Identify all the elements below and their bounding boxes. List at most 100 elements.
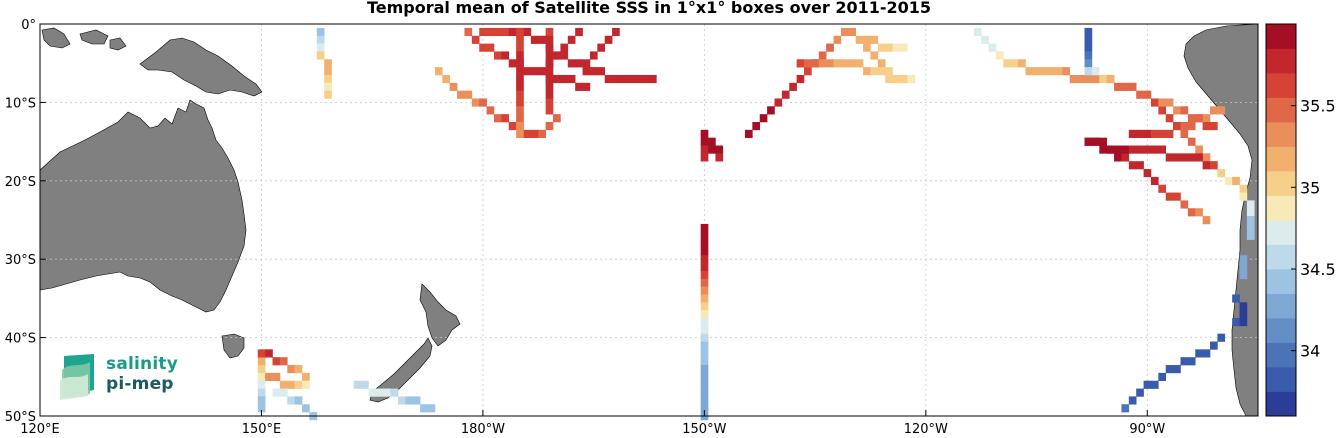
x-tick-label: 150°E (242, 422, 282, 437)
sss-cell (870, 35, 879, 44)
sss-cell (265, 349, 273, 358)
x-tick-label: 120°W (904, 422, 948, 437)
sss-cell (427, 404, 436, 413)
sss-cell (1084, 74, 1093, 84)
sss-cell (1239, 192, 1248, 201)
sss-cell (700, 372, 709, 382)
sss-cell (589, 51, 598, 60)
sss-cell (516, 67, 524, 76)
sss-cell (1136, 90, 1144, 99)
sss-cell (1210, 161, 1218, 170)
y-tick-label: 0° (21, 18, 36, 33)
x-tick-label: 180°W (461, 422, 505, 437)
sss-cell (1232, 176, 1240, 186)
sss-cell (804, 67, 812, 76)
sss-cell (855, 59, 864, 68)
sss-cell (279, 388, 288, 397)
sss-cell (383, 388, 391, 397)
sss-cell (361, 380, 369, 389)
colorbar-tick-label: 35 (1300, 178, 1320, 197)
sss-cell (523, 27, 532, 37)
sss-cell (899, 43, 908, 52)
sss-cell (545, 35, 554, 44)
sss-cell (398, 396, 406, 405)
sss-cell (272, 388, 281, 397)
sss-cell (1165, 98, 1174, 107)
sss-cell (1150, 98, 1159, 107)
sss-cell (1210, 106, 1218, 115)
sss-cell (471, 35, 480, 44)
sss-cell (471, 98, 480, 107)
sss-cell (575, 82, 583, 91)
sss-cell (479, 43, 487, 52)
sss-cell (545, 59, 554, 68)
sss-cell (700, 357, 709, 366)
sss-cell (1158, 372, 1167, 382)
colorbar-segment (1266, 146, 1296, 172)
sss-cell (1217, 106, 1226, 115)
logo-line2: pi-mep (106, 374, 174, 394)
sss-cell (560, 74, 569, 84)
sss-cell (1143, 90, 1152, 99)
colorbar-tick-label: 34 (1300, 342, 1320, 361)
sss-cell (1091, 67, 1100, 76)
sss-cell (848, 27, 856, 37)
sss-cell (700, 294, 709, 303)
sss-cell (700, 341, 709, 350)
sss-cell (604, 74, 613, 84)
y-tick-label: 40°S (5, 332, 36, 347)
sss-cell (567, 59, 576, 68)
sss-cell (870, 67, 879, 76)
sss-cell (1150, 129, 1159, 138)
sss-cell (1069, 74, 1078, 84)
sss-cell (316, 35, 325, 44)
sss-cell (700, 278, 709, 287)
salinity-pi-mep-logo: salinity pi-mep (60, 350, 190, 402)
sss-cell (538, 67, 546, 76)
sss-cell (700, 231, 709, 240)
sss-cell (833, 35, 842, 44)
sss-cell (1121, 145, 1130, 154)
sss-cell (279, 380, 288, 389)
sss-cell (486, 27, 495, 37)
sss-cell (324, 59, 332, 68)
sss-cell (516, 27, 524, 37)
sss-cell (1239, 302, 1248, 311)
sss-cell (877, 43, 886, 52)
sss-cell (567, 35, 576, 44)
sss-cell (257, 380, 266, 389)
sss-cell (553, 51, 561, 60)
sss-cell (516, 129, 524, 138)
sss-cell (789, 82, 797, 91)
sss-cell (516, 90, 524, 99)
sss-cell (885, 74, 893, 84)
sss-cell (486, 106, 495, 115)
sss-cell (1091, 74, 1100, 84)
sss-cell (1173, 365, 1181, 374)
sss-cell (700, 302, 709, 311)
sss-cell (1084, 137, 1093, 146)
sss-cell (597, 67, 606, 76)
sss-cell (1143, 169, 1152, 178)
sss-cell (560, 43, 569, 52)
colorbar-segment (1266, 195, 1296, 221)
sss-cell (1180, 122, 1189, 131)
sss-cell (287, 380, 295, 389)
colorbar-segment (1266, 97, 1296, 123)
sss-cell (567, 74, 576, 84)
y-axis-ticks: 0° 10°S 20°S 30°S 40°S 50°S (5, 18, 46, 425)
sss-cell (981, 35, 989, 44)
sss-cell (840, 27, 849, 37)
sss-cell (700, 263, 709, 272)
sss-cell (1202, 161, 1211, 170)
sss-cell (840, 59, 849, 68)
y-tick-label: 20°S (5, 175, 36, 190)
colorbar-segment (1266, 24, 1296, 49)
sss-cell (1055, 67, 1063, 76)
sss-cell (700, 333, 709, 342)
sss-cell (597, 43, 606, 52)
sss-cell (1173, 122, 1181, 131)
sss-cell (1202, 153, 1211, 162)
sss-cell (545, 98, 554, 107)
sss-cell (1195, 153, 1203, 162)
